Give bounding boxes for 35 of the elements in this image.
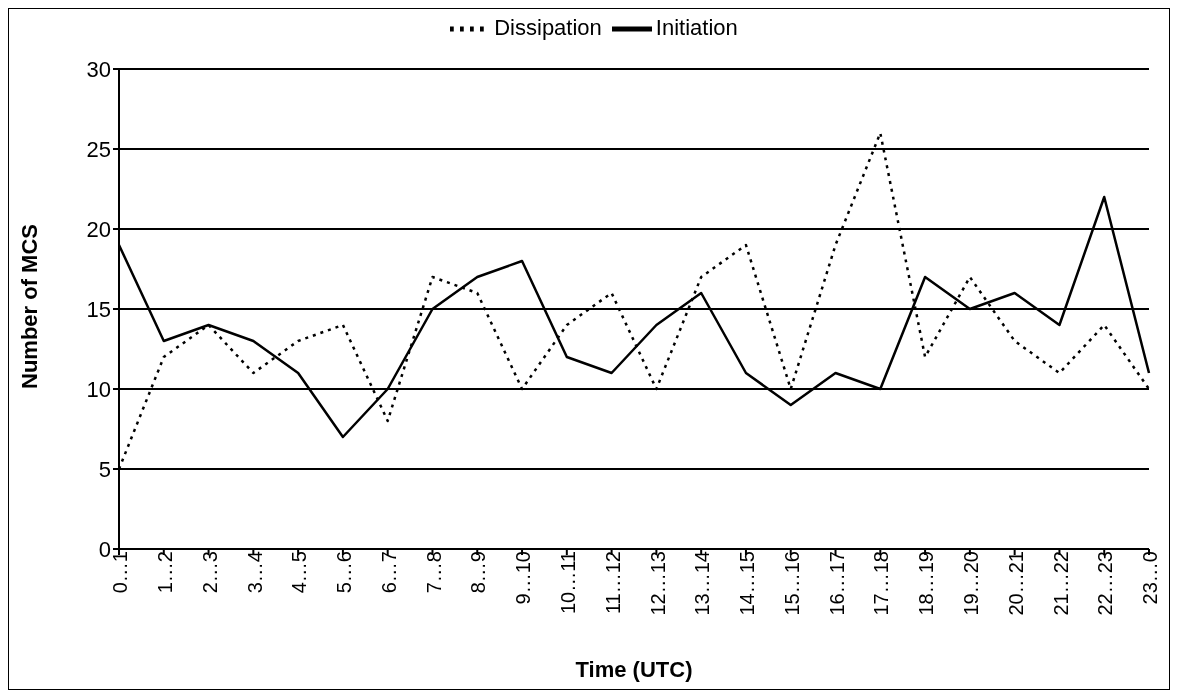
x-tick-label: 15…16 [780, 551, 803, 616]
x-axis-title: Time (UTC) [575, 657, 693, 682]
y-tick-label: 5 [98, 456, 111, 482]
x-tick-label: 0…1 [109, 551, 132, 594]
y-tick-label: 30 [86, 56, 111, 82]
x-tick-label: 18…19 [915, 551, 938, 616]
y-axis-title: Number of MCS [16, 224, 42, 389]
legend-label: Initiation [655, 14, 738, 40]
x-tick-label: 14…15 [736, 551, 759, 616]
x-tick-label: 12…13 [646, 551, 669, 616]
x-tick-label: 10…11 [557, 551, 580, 615]
x-tick-label: 7…8 [422, 551, 445, 594]
y-tick-label: 15 [86, 296, 111, 322]
x-tick-label: 8…9 [467, 551, 490, 594]
x-tick-label: 1…2 [153, 551, 176, 594]
x-tick-label: 16…17 [825, 551, 848, 616]
x-tick-label: 9…10 [512, 551, 535, 605]
y-tick-label: 10 [86, 376, 111, 402]
x-tick-label: 19…20 [960, 551, 983, 616]
x-tick-label: 17…18 [870, 551, 893, 616]
x-tick-label: 6…7 [377, 551, 400, 594]
y-tick-label: 25 [86, 136, 111, 162]
x-tick-label: 5…6 [333, 551, 356, 594]
x-tick-label: 2…3 [198, 551, 221, 594]
legend-label: Dissipation [494, 14, 602, 40]
y-tick-label: 0 [98, 536, 111, 562]
x-tick-label: 21…22 [1049, 551, 1072, 616]
x-tick-label: 4…5 [288, 551, 311, 594]
x-tick-label: 22…23 [1094, 551, 1117, 616]
x-tick-label: 3…4 [243, 551, 266, 594]
x-tick-label: 20…21 [1004, 551, 1027, 616]
y-tick-label: 20 [86, 216, 111, 242]
x-tick-label: 23…0 [1139, 551, 1162, 605]
x-tick-label: 13…14 [691, 551, 714, 616]
x-tick-label: 11…12 [601, 551, 624, 615]
